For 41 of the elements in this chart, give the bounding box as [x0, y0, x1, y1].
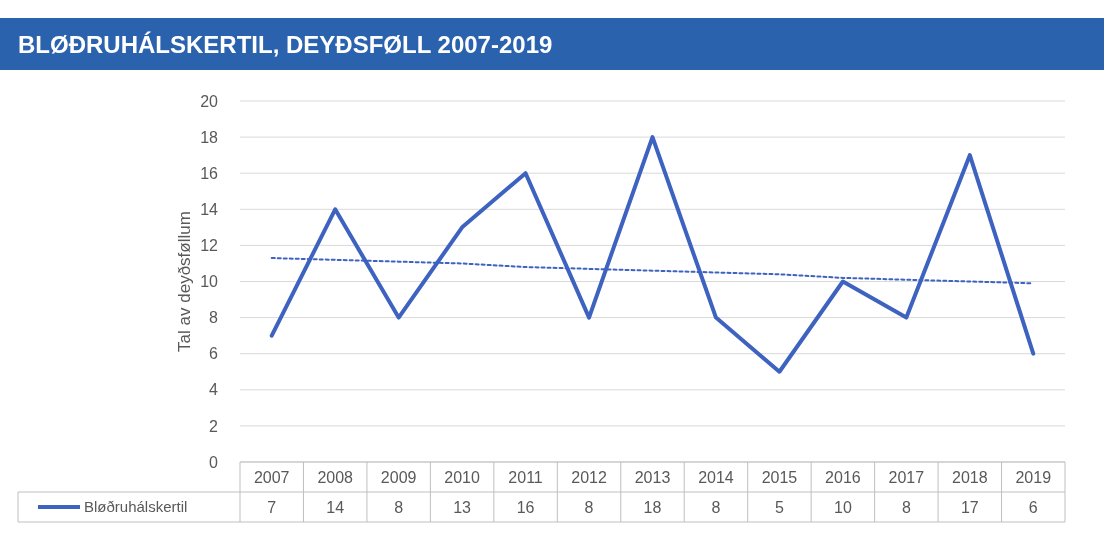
x-tick-label: 2007 [253, 468, 290, 486]
x-tick-label: 2016 [825, 468, 861, 486]
y-tick-label: 10 [200, 273, 219, 291]
x-tick-label: 2011 [508, 468, 543, 486]
x-tick-label: 2013 [634, 468, 671, 486]
y-tick-label: 0 [209, 453, 219, 471]
data-label: 8 [901, 498, 911, 516]
x-tick-label: 2019 [1015, 468, 1052, 486]
y-tick-label: 6 [209, 345, 219, 363]
data-label: 18 [643, 498, 662, 516]
x-tick-label: 2010 [444, 468, 481, 486]
y-tick-label: 18 [200, 128, 219, 146]
data-label: 5 [774, 498, 784, 516]
data-label: 8 [584, 498, 594, 516]
data-label: 6 [1028, 498, 1038, 516]
data-label: 16 [516, 498, 535, 516]
data-label: 7 [267, 498, 277, 516]
y-tick-label: 2 [209, 417, 219, 435]
x-tick-label: 2017 [888, 468, 925, 486]
y-tick-label: 20 [200, 92, 219, 110]
x-tick-label: 2012 [571, 468, 607, 486]
y-axis-title: Tal av deyðsføllum [175, 211, 194, 352]
x-tick-label: 2014 [698, 468, 734, 486]
y-tick-label: 4 [209, 381, 219, 399]
data-label: 8 [711, 498, 721, 516]
x-tick-label: 2015 [761, 468, 798, 486]
data-label: 14 [326, 498, 345, 516]
y-tick-label: 14 [200, 200, 219, 218]
data-label: 13 [453, 498, 472, 516]
y-tick-label: 16 [200, 164, 219, 182]
data-label: 10 [833, 498, 852, 516]
legend-label: Bløðruhálskertil [84, 498, 188, 516]
chart-title: BLØÐRUHÁLSKERTIL, DEYÐSFØLL 2007-2019 [18, 31, 553, 58]
x-tick-label: 2008 [317, 468, 354, 486]
y-tick-label: 12 [200, 237, 219, 254]
y-tick-label: 8 [209, 309, 219, 327]
line-series [269, 135, 1036, 374]
data-label: 17 [960, 498, 979, 516]
data-label: 8 [394, 498, 404, 516]
x-tick-label: 2009 [380, 468, 417, 486]
x-tick-label: 2018 [952, 468, 988, 486]
